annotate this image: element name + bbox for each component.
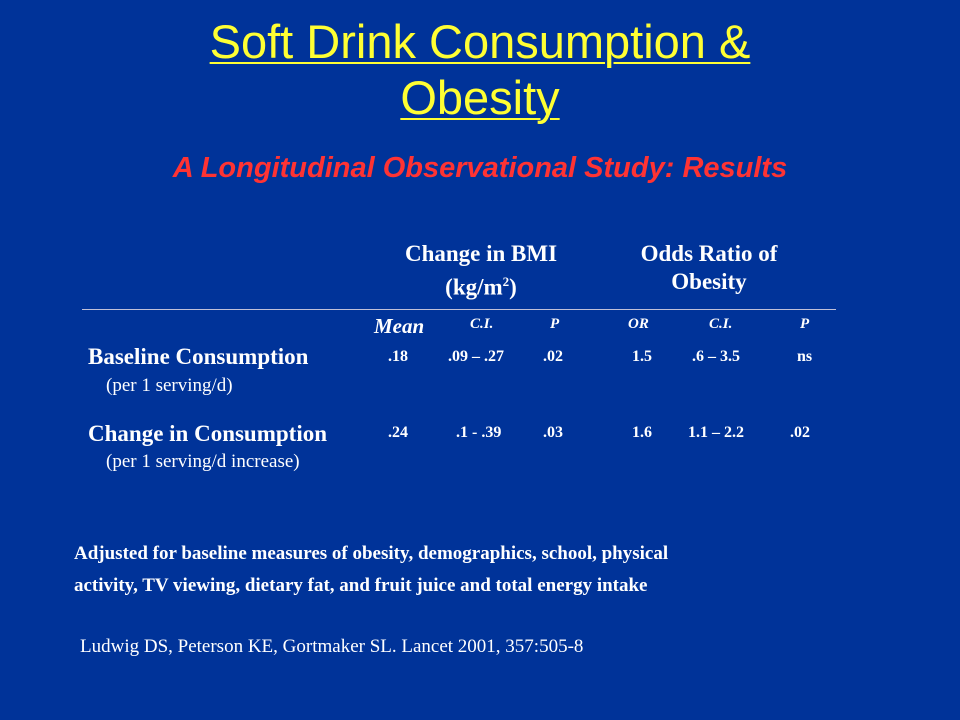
cell-baseline-p-or: ns bbox=[797, 348, 813, 365]
cell-baseline-ci-bmi: .09 – .27 bbox=[448, 348, 504, 365]
adjustment-note-line2: activity, TV viewing, dietary fat, and f… bbox=[74, 575, 648, 596]
bmi-header-line2: (kg/m2) bbox=[445, 274, 517, 300]
col-header-ci-bmi: C.I. bbox=[470, 316, 494, 332]
cell-change-or: 1.6 bbox=[632, 424, 652, 441]
header-divider bbox=[82, 309, 836, 310]
slide-title-line1: Soft Drink Consumption & bbox=[209, 15, 751, 68]
col-header-ci-or: C.I. bbox=[709, 316, 733, 332]
cell-baseline-mean: .18 bbox=[388, 348, 408, 365]
slide-title-line2: Obesity bbox=[400, 71, 560, 124]
slide-title: Soft Drink Consumption & Obesity bbox=[0, 14, 960, 126]
bmi-group-header: Change in BMI (kg/m2) bbox=[384, 240, 578, 302]
adjustment-note: Adjusted for baseline measures of obesit… bbox=[74, 538, 668, 602]
citation: Ludwig DS, Peterson KE, Gortmaker SL. La… bbox=[80, 636, 584, 657]
col-header-mean: Mean bbox=[374, 314, 425, 338]
adjustment-note-line1: Adjusted for baseline measures of obesit… bbox=[74, 543, 669, 564]
cell-change-ci-bmi: .1 - .39 bbox=[456, 424, 502, 441]
row-sublabel-baseline: (per 1 serving/d) bbox=[106, 375, 233, 396]
row-sublabel-change: (per 1 serving/d increase) bbox=[106, 451, 300, 472]
row-label-change: Change in Consumption bbox=[88, 421, 328, 446]
cell-change-ci-or: 1.1 – 2.2 bbox=[688, 424, 744, 441]
bmi-header-line1: Change in BMI bbox=[404, 241, 558, 266]
cell-baseline-p-bmi: .02 bbox=[543, 348, 563, 365]
or-header-line1: Odds Ratio of bbox=[640, 241, 778, 266]
cell-baseline-ci-or: .6 – 3.5 bbox=[692, 348, 740, 365]
cell-baseline-or: 1.5 bbox=[632, 348, 652, 365]
or-header-line2: Obesity bbox=[671, 269, 747, 294]
col-header-p-bmi: P bbox=[550, 316, 560, 332]
cell-change-p-bmi: .03 bbox=[543, 424, 563, 441]
col-header-or: OR bbox=[628, 316, 649, 332]
cell-change-p-or: .02 bbox=[790, 424, 810, 441]
cell-change-mean: .24 bbox=[388, 424, 408, 441]
slide-subtitle: A Longitudinal Observational Study: Resu… bbox=[172, 152, 788, 184]
odds-ratio-group-header: Odds Ratio of Obesity bbox=[622, 240, 796, 296]
col-header-p-or: P bbox=[800, 316, 810, 332]
row-label-baseline: Baseline Consumption bbox=[88, 344, 309, 369]
